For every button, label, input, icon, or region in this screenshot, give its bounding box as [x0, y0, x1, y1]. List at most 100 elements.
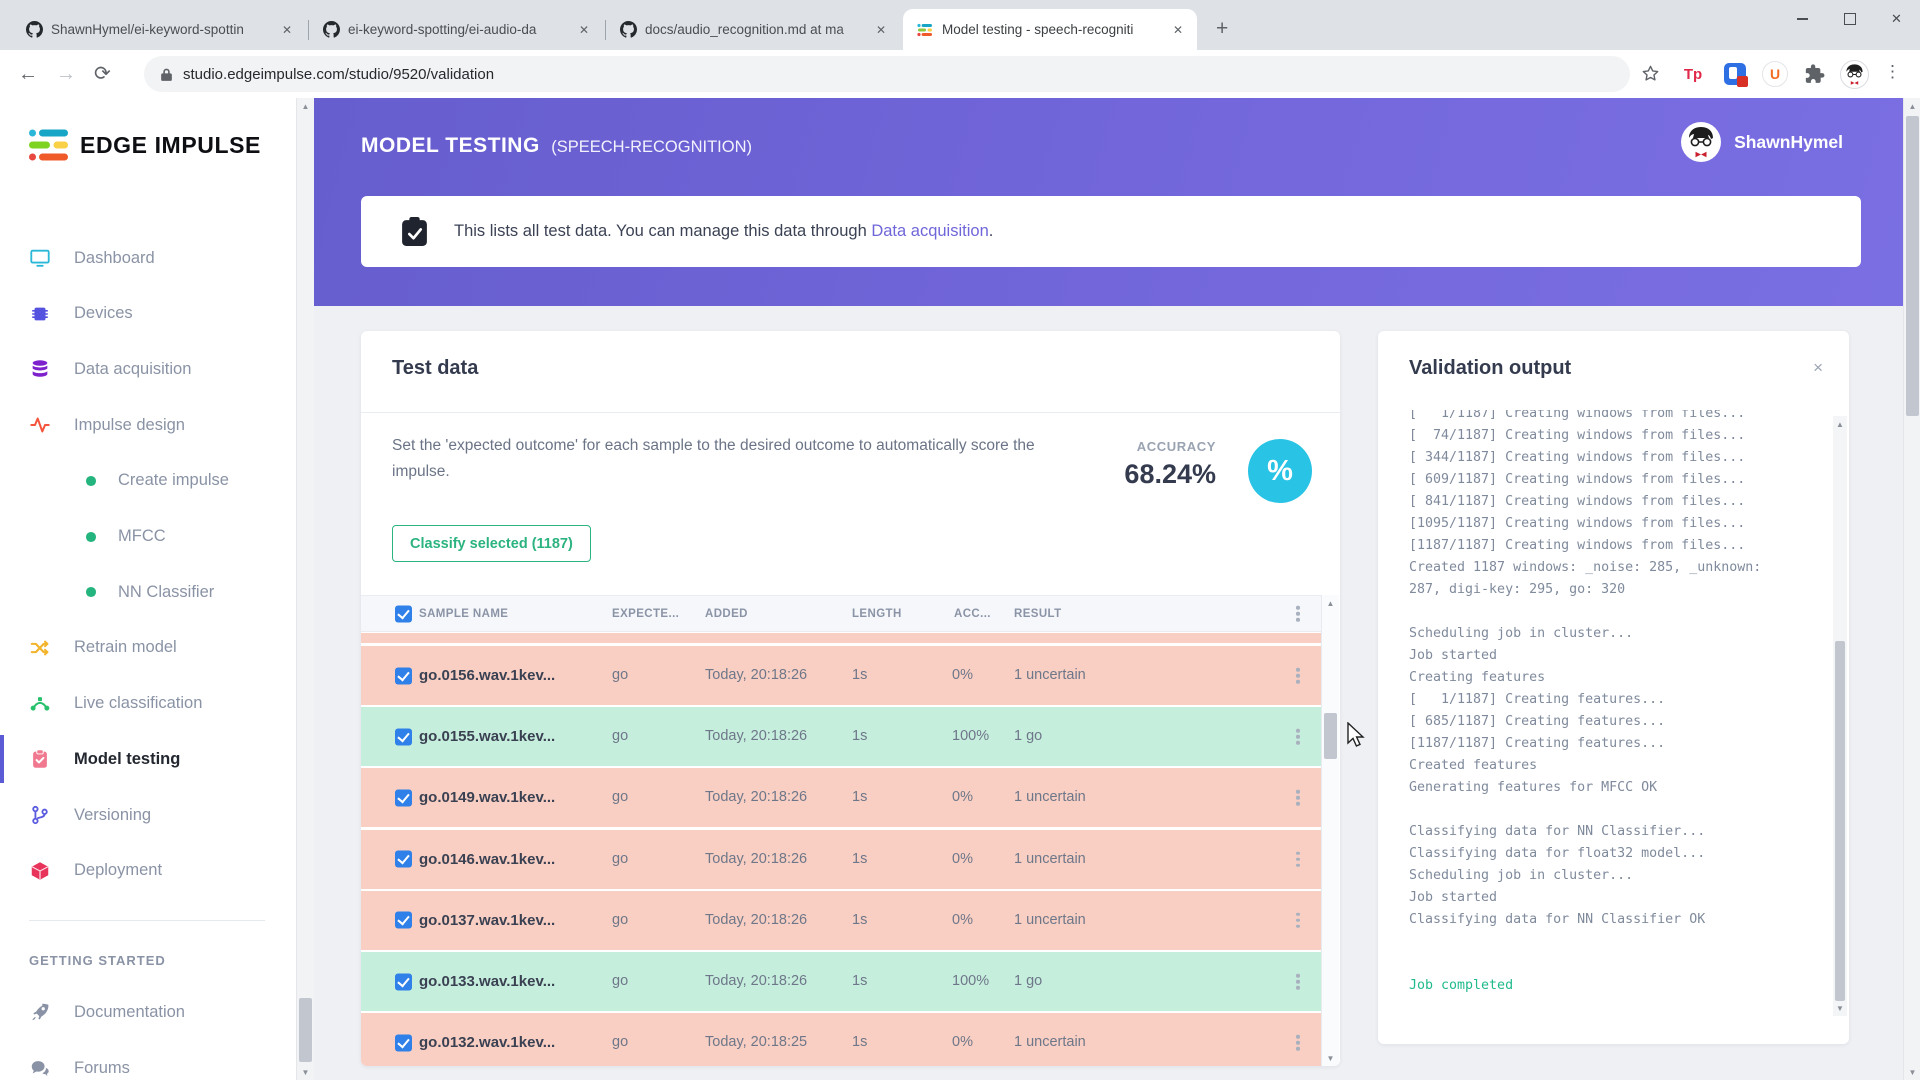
sidebar-item-dashboard[interactable]: Dashboard: [0, 232, 296, 284]
sidebar-item-live-classification[interactable]: Live classification: [0, 678, 296, 730]
tab-close-icon[interactable]: ✕: [578, 22, 589, 37]
console-line: Classifying data for float32 model...: [1409, 846, 1706, 861]
sidebar-item-model-testing[interactable]: Model testing: [0, 733, 296, 785]
scrollbar-thumb[interactable]: [1906, 116, 1919, 416]
row-kebab-icon[interactable]: [1296, 665, 1300, 686]
column-header-acc[interactable]: ACC...: [954, 608, 991, 620]
scrollbar-thumb[interactable]: [1835, 641, 1845, 1001]
sidebar-item-devices[interactable]: Devices: [0, 288, 296, 340]
sidebar-item-deployment[interactable]: Deployment: [0, 845, 296, 897]
tab-close-icon[interactable]: ✕: [875, 22, 886, 37]
browser-tab-docs-audio-recognition-md-at-ma[interactable]: docs/audio_recognition.md at ma ✕: [606, 9, 900, 50]
browser-tab-model-testing-speech-recogniti[interactable]: Model testing - speech-recogniti ✕: [903, 9, 1197, 50]
sidebar-item-create-impulse[interactable]: Create impulse: [0, 455, 296, 507]
info-banner: This lists all test data. You can manage…: [361, 196, 1861, 267]
tab-close-icon[interactable]: ✕: [281, 22, 292, 37]
row-checkbox[interactable]: [395, 911, 412, 929]
scroll-up-icon[interactable]: ▲: [1908, 101, 1917, 111]
cell-result: 1 go: [1014, 728, 1043, 745]
console-line: [ 74/1187] Creating windows from files..…: [1409, 428, 1746, 443]
console-scrollbar[interactable]: ▲ ▼: [1833, 416, 1847, 1016]
browser-profile-avatar[interactable]: [1840, 60, 1869, 89]
scroll-up-icon[interactable]: ▲: [1836, 419, 1844, 429]
row-kebab-icon[interactable]: [1296, 849, 1300, 870]
edge-impulse-logo[interactable]: EDGE IMPULSE: [29, 128, 261, 162]
minimize-button[interactable]: [1779, 0, 1826, 38]
column-header-sample-name[interactable]: SAMPLE NAME: [419, 608, 509, 620]
scroll-down-icon[interactable]: ▼: [1908, 1067, 1917, 1077]
cell-accuracy: 0%: [952, 911, 973, 928]
row-checkbox[interactable]: [395, 1034, 412, 1052]
sidebar-item-retrain-model[interactable]: Retrain model: [0, 622, 296, 674]
browser-tab-shawnhymel-ei-keyword-spottin[interactable]: ShawnHymel/ei-keyword-spottin ✕: [12, 9, 306, 50]
back-button[interactable]: ←: [18, 63, 38, 85]
scroll-down-icon[interactable]: ▼: [301, 1067, 310, 1077]
table-row-go-0132-wav-1kev[interactable]: go.0132.wav.1kev... go Today, 20:18:25 1s 0%…: [361, 1013, 1322, 1066]
column-header-expecte[interactable]: EXPECTE...: [612, 608, 680, 620]
table-row-go-0156-wav-1kev[interactable]: go.0156.wav.1kev... go Today, 20:18:26 1s 0%…: [361, 646, 1322, 705]
forward-button[interactable]: →: [56, 63, 76, 85]
classify-selected-button[interactable]: Classify selected (1187): [392, 525, 591, 562]
extension-ublock-icon[interactable]: U: [1762, 61, 1788, 87]
row-checkbox[interactable]: [395, 728, 412, 746]
row-kebab-icon[interactable]: [1296, 788, 1300, 809]
sidebar-item-forums[interactable]: Forums: [0, 1042, 296, 1080]
column-header-length[interactable]: LENGTH: [852, 608, 902, 620]
table-scrollbar[interactable]: ▲ ▼: [1321, 595, 1339, 1066]
extensions-puzzle-icon[interactable]: [1801, 61, 1827, 87]
table-row-go-0137-wav-1kev[interactable]: go.0137.wav.1kev... go Today, 20:18:26 1s 0%…: [361, 890, 1322, 950]
row-kebab-icon[interactable]: [1296, 726, 1300, 747]
scroll-up-icon[interactable]: ▲: [1326, 598, 1335, 608]
sidebar-scrollbar[interactable]: ▲ ▼: [296, 98, 314, 1080]
row-checkbox[interactable]: [395, 973, 412, 990]
table-row-go-0149-wav-1kev[interactable]: go.0149.wav.1kev... go Today, 20:18:26 1s 0%…: [361, 768, 1322, 828]
data-acquisition-link[interactable]: Data acquisition: [871, 222, 989, 240]
tab-close-icon[interactable]: ✕: [1172, 22, 1183, 37]
page-scrollbar[interactable]: ▲ ▼: [1903, 98, 1920, 1080]
chat-icon: [29, 1057, 51, 1079]
scroll-down-icon[interactable]: ▼: [1836, 1003, 1844, 1013]
close-panel-icon[interactable]: ×: [1813, 358, 1823, 377]
table-row-go-0146-wav-1kev[interactable]: go.0146.wav.1kev... go Today, 20:18:26 1s 0%…: [361, 829, 1322, 889]
reload-button[interactable]: ⟳: [94, 63, 111, 85]
column-header-result[interactable]: RESULT: [1014, 608, 1062, 620]
address-bar[interactable]: studio.edgeimpulse.com/studio/9520/valid…: [144, 56, 1630, 92]
new-tab-button[interactable]: +: [1216, 17, 1229, 40]
console-line: [1409, 799, 1794, 821]
row-kebab-icon[interactable]: [1296, 1032, 1300, 1053]
row-checkbox[interactable]: [395, 667, 412, 684]
user-chip[interactable]: ShawnHymel: [1681, 122, 1843, 162]
maximize-button[interactable]: [1826, 0, 1873, 38]
scrollbar-thumb[interactable]: [1324, 713, 1337, 759]
column-header-added[interactable]: ADDED: [705, 608, 748, 620]
extension-tp-icon[interactable]: Tp: [1683, 65, 1703, 83]
mouse-cursor: [1346, 721, 1368, 757]
sidebar-item-nn-classifier[interactable]: NN Classifier: [0, 566, 296, 618]
close-window-button[interactable]: ✕: [1873, 0, 1920, 38]
browser-menu-kebab-icon[interactable]: ⋮: [1884, 62, 1901, 81]
sidebar-item-data-acquisition[interactable]: Data acquisition: [0, 343, 296, 395]
select-all-checkbox[interactable]: [395, 605, 412, 622]
console-line: Creating features: [1409, 670, 1546, 685]
table-row-go-0133-wav-1kev[interactable]: go.0133.wav.1kev... go Today, 20:18:26 1s 10…: [361, 952, 1322, 1011]
table-row-go-0155-wav-1kev[interactable]: go.0155.wav.1kev... go Today, 20:18:26 1s 10…: [361, 707, 1322, 767]
row-checkbox[interactable]: [395, 850, 412, 868]
scroll-down-icon[interactable]: ▼: [1326, 1053, 1335, 1063]
extension-privacy-icon[interactable]: [1722, 61, 1748, 87]
browser-tab-ei-keyword-spotting-ei-audio-da[interactable]: ei-keyword-spotting/ei-audio-da ✕: [309, 9, 603, 50]
table-header-kebab-icon[interactable]: [1296, 603, 1300, 624]
row-kebab-icon[interactable]: [1296, 910, 1300, 931]
scroll-up-icon[interactable]: ▲: [301, 101, 310, 111]
sidebar-item-mfcc[interactable]: MFCC: [0, 511, 296, 563]
row-checkbox[interactable]: [395, 789, 412, 807]
sidebar-item-versioning[interactable]: Versioning: [0, 789, 296, 841]
scrollbar-thumb[interactable]: [299, 998, 312, 1062]
bookmark-star-icon[interactable]: [1641, 64, 1660, 88]
sidebar-item-documentation[interactable]: Documentation: [0, 986, 296, 1038]
validation-console[interactable]: [ 1/1187] Creating windows from files...…: [1409, 410, 1794, 1010]
sidebar-item-impulse-design[interactable]: Impulse design: [0, 399, 296, 451]
console-line: [1409, 601, 1794, 623]
dot-icon: [80, 470, 102, 492]
row-kebab-icon[interactable]: [1296, 971, 1300, 992]
console-line: Classifying data for NN Classifier OK: [1409, 912, 1706, 927]
